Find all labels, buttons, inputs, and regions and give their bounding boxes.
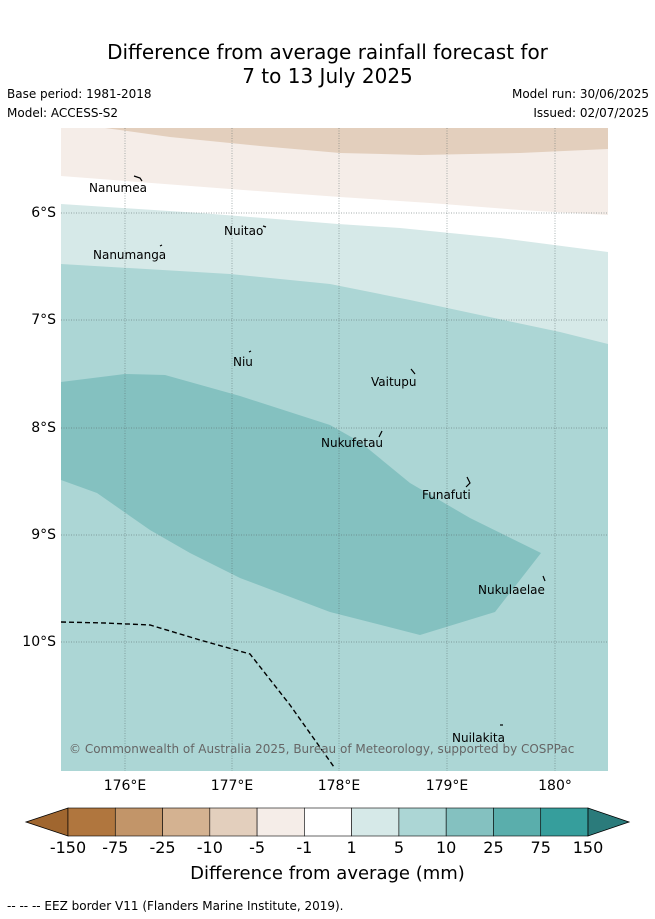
- colorbar-segment: [304, 807, 352, 837]
- colorbar-label: Difference from average (mm): [190, 863, 465, 884]
- colorbar-tick-label: -75: [102, 838, 129, 857]
- model-name: Model: ACCESS-S2: [7, 106, 119, 120]
- band-10-to-25: [61, 374, 541, 635]
- colorbar-tick-label: 25: [483, 838, 504, 857]
- model-run: Model run: 30/06/2025: [511, 87, 649, 101]
- place-funafuti: Funafuti: [422, 488, 471, 502]
- lat-label-10s: 10°S: [22, 634, 56, 650]
- place-nanumea: Nanumea: [89, 181, 147, 195]
- nanumea-island: [133, 175, 143, 182]
- place-niu: Niu: [233, 355, 253, 369]
- copyright-notice: © Commonwealth of Australia 2025, Bureau…: [69, 742, 575, 756]
- lon-label-178e: 178°E: [317, 778, 361, 794]
- lon-label-180: 180°: [538, 778, 572, 794]
- colorbar-segment: [398, 807, 447, 837]
- nuitao-island: [262, 225, 267, 228]
- nanumanga-island: [159, 244, 163, 247]
- colorbar-segment: [162, 807, 211, 837]
- eez-legend-footer: -- -- -- EEZ border V11 (Flanders Marine…: [7, 899, 344, 913]
- colorbar-tick-label: 75: [530, 838, 551, 857]
- colorbar-tick-label: -150: [49, 838, 87, 857]
- colorbar-segment: [351, 807, 400, 837]
- place-nuilakita: Nuilakita: [452, 731, 505, 745]
- place-nuitao: Nuitao: [224, 224, 264, 238]
- colorbar-tick-label: 10: [435, 838, 457, 857]
- eez-border: [61, 621, 335, 768]
- vaitupu-island: [410, 368, 416, 375]
- lat-label-7s: 7°S: [31, 312, 56, 328]
- base-period: Base period: 1981-2018: [7, 87, 152, 101]
- lat-label-8s: 8°S: [31, 420, 56, 436]
- colorbar-tick-label: -25: [149, 838, 176, 857]
- niu-island: [248, 350, 252, 353]
- colorbar-tick-label: -10: [196, 838, 223, 857]
- lon-label-177e: 177°E: [210, 778, 254, 794]
- colorbar-segment: [540, 807, 589, 837]
- lat-label-9s: 9°S: [31, 527, 56, 543]
- colorbar-extend-high: [587, 807, 631, 837]
- nukulaelae-island: [542, 575, 546, 582]
- colorbar-segment: [209, 807, 258, 837]
- nukufetau-island: [378, 430, 383, 438]
- funafuti-island: [465, 476, 471, 488]
- colorbar-tick-label: 5: [393, 838, 404, 857]
- place-nanumanga: Nanumanga: [93, 248, 167, 262]
- place-nukufetau: Nukufetau: [321, 436, 384, 450]
- colorbar-extend-low: [24, 807, 69, 837]
- place-nukulaelae: Nukulaelae: [478, 583, 545, 597]
- colorbar-segment: [67, 807, 116, 837]
- colorbar-segment: [493, 807, 542, 837]
- place-vaitupu: Vaitupu: [371, 375, 417, 389]
- map-title: Difference from average rainfall forecas…: [0, 40, 655, 88]
- title-line-2: 7 to 13 July 2025: [242, 64, 413, 88]
- band-neg10-to-neg5: [105, 128, 608, 155]
- lon-label-179e: 179°E: [425, 778, 469, 794]
- title-line-1: Difference from average rainfall forecas…: [107, 40, 548, 64]
- colorbar-tick-label: 150: [572, 838, 604, 857]
- colorbar-segment: [445, 807, 494, 837]
- lon-label-176e: 176°E: [103, 778, 147, 794]
- colorbar-tick-label: 1: [346, 838, 357, 857]
- colorbar-tick-label: -1: [296, 838, 313, 857]
- colorbar-segment: [256, 807, 305, 837]
- issued-date: Issued: 02/07/2025: [533, 106, 649, 120]
- lat-label-6s: 6°S: [31, 205, 56, 221]
- colorbar-tick-label: -5: [249, 838, 266, 857]
- colorbar-segment: [114, 807, 163, 837]
